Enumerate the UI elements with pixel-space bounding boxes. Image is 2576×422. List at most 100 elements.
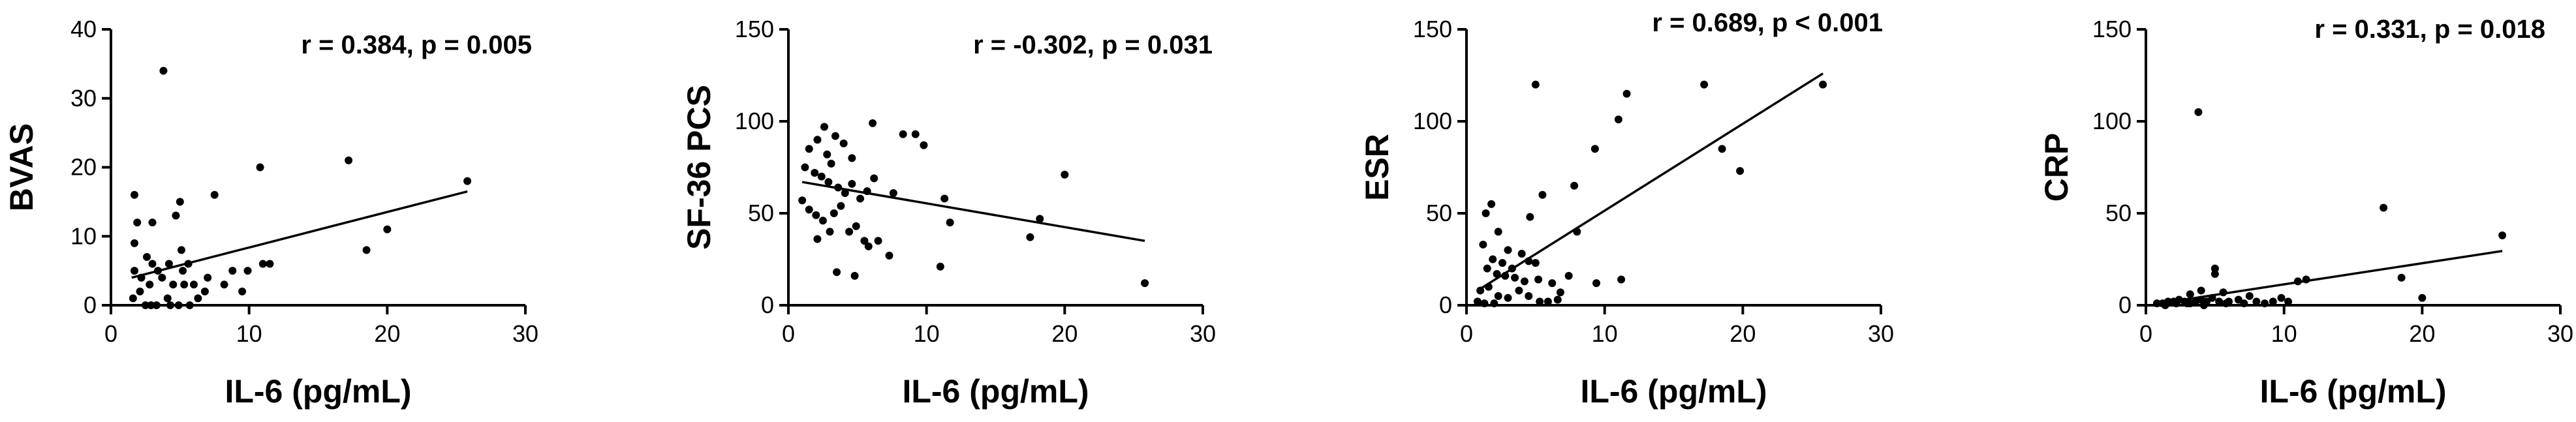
data-point [194, 294, 202, 303]
data-point [841, 188, 849, 197]
data-point [130, 267, 138, 275]
data-point [204, 273, 212, 282]
data-point [2418, 294, 2427, 302]
data-point [243, 267, 252, 275]
data-point [1544, 297, 1552, 306]
data-point [1026, 233, 1034, 241]
data-point [148, 260, 157, 268]
data-point [1473, 297, 1482, 306]
data-point [258, 260, 267, 268]
x-axis-title: IL-6 (pg/mL) [225, 373, 411, 410]
data-point [2293, 277, 2302, 286]
data-point [1556, 288, 1564, 297]
data-point [166, 301, 175, 309]
data-point [1479, 240, 1487, 249]
y-tick-label: 150 [1413, 16, 1452, 42]
y-tick-label: 20 [70, 154, 97, 181]
y-tick-label: 0 [84, 292, 97, 318]
data-point [179, 267, 187, 275]
data-point [911, 130, 920, 138]
data-point [805, 205, 813, 214]
y-tick-label: 100 [1413, 108, 1452, 134]
data-point [177, 246, 185, 254]
data-point [1515, 286, 1523, 295]
scatter-panel-2: 0 50 100 150 0 10 20 30 IL-6 (pg/mL) SF-36 PCS r =… [681, 16, 1216, 410]
data-point [1498, 259, 1507, 267]
data-point [220, 280, 228, 289]
data-point [1718, 145, 1726, 153]
data-point [169, 280, 178, 289]
x-tick-label: 20 [1051, 320, 1078, 347]
scatter-panel-3: 0 50 100 150 0 10 20 30 IL-6 (pg/mL) ESR r = 0.689… [1359, 8, 1894, 410]
y-tick-label: 0 [1439, 292, 1452, 318]
data-point [174, 301, 183, 309]
scatter-panel-1: 0 10 20 30 40 0 10 20 30 IL-6 (pg/mL) BVAS r = 0.38… [3, 16, 538, 410]
data-point [946, 219, 954, 227]
data-point [864, 242, 873, 250]
data-point [940, 194, 949, 203]
data-point [1617, 275, 1626, 284]
data-point [2219, 288, 2227, 297]
x-tick-label: 30 [1190, 320, 1216, 347]
data-point [824, 178, 833, 187]
x-tick-label: 20 [374, 320, 400, 347]
data-point [2498, 231, 2507, 239]
data-point [2183, 299, 2192, 308]
y-tick-label: 40 [70, 16, 97, 42]
data-point [1493, 270, 1501, 279]
data-point [1476, 286, 1485, 295]
data-point [874, 237, 882, 245]
data-point [146, 280, 154, 289]
data-point [1141, 279, 1149, 288]
data-point [1614, 115, 1622, 124]
data-point [839, 139, 848, 147]
x-tick-label: 10 [914, 320, 940, 347]
x-tick-label: 30 [512, 320, 538, 347]
data-point [362, 246, 371, 254]
data-point [1538, 190, 1547, 199]
data-point [827, 159, 835, 168]
data-point [184, 260, 193, 268]
data-point [1036, 215, 1044, 223]
data-point [833, 268, 841, 277]
data-point [148, 219, 157, 227]
y-axis-title: BVAS [3, 123, 40, 211]
data-point [190, 280, 198, 289]
data-point [1525, 292, 1533, 300]
data-point [1592, 279, 1600, 288]
x-tick-label: 10 [236, 320, 262, 347]
data-point [1520, 277, 1529, 286]
data-point [266, 260, 274, 268]
y-axis-title: ESR [1359, 134, 1395, 201]
data-point [153, 267, 162, 275]
data-point [848, 154, 856, 162]
correlation-annotation: r = 0.384, p = 0.005 [301, 31, 532, 59]
data-point [1534, 275, 1543, 284]
data-point [1736, 167, 1745, 175]
y-tick-label: 150 [735, 16, 774, 42]
y-tick-label: 50 [2105, 200, 2132, 226]
data-point [2211, 270, 2219, 279]
data-point [152, 301, 161, 309]
data-point [1548, 279, 1557, 288]
data-point [1531, 259, 1540, 267]
data-point [141, 301, 149, 309]
data-point [889, 188, 897, 197]
data-point [2152, 299, 2161, 308]
data-point [2261, 299, 2269, 308]
data-point [837, 202, 845, 210]
x-tick-label: 0 [1460, 320, 1473, 347]
x-axis-title: IL-6 (pg/mL) [902, 373, 1089, 410]
y-tick-label: 100 [2092, 108, 2132, 134]
data-point [831, 132, 839, 140]
data-point [1819, 80, 1827, 89]
data-point [2197, 286, 2205, 295]
data-point [2252, 297, 2261, 306]
data-point [1501, 271, 1510, 280]
data-point [1553, 295, 1562, 304]
data-point [164, 260, 173, 268]
data-point [256, 163, 264, 172]
data-point [2302, 275, 2310, 284]
data-point [798, 196, 807, 205]
